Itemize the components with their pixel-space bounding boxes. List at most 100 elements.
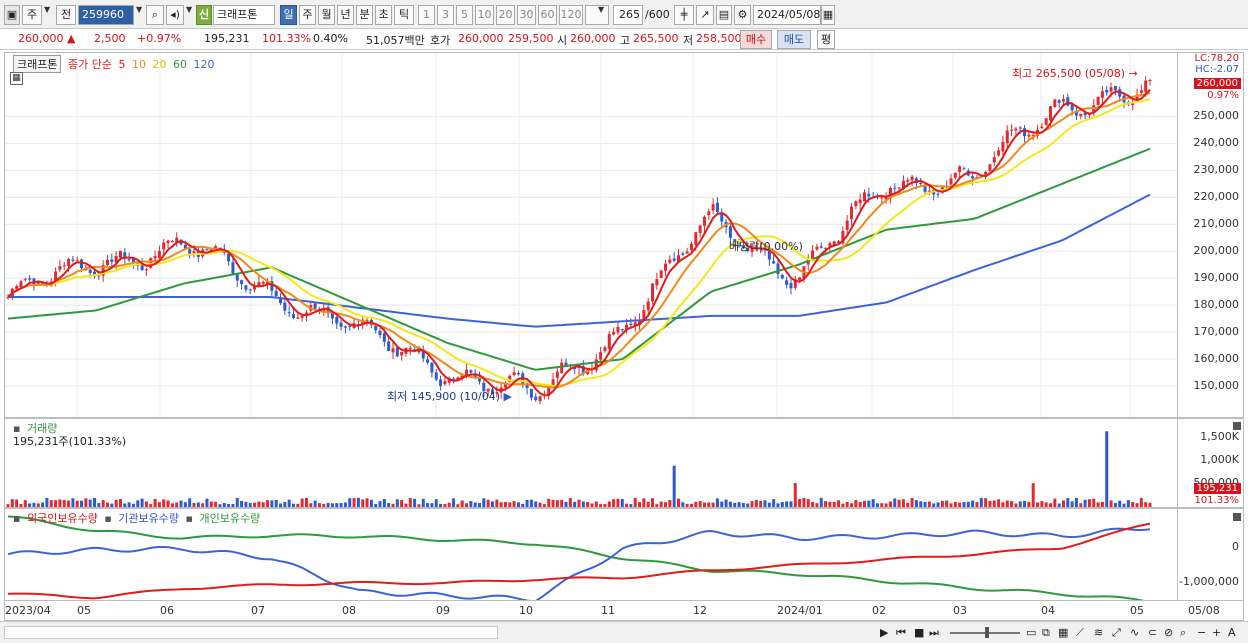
minute-3[interactable]: 3	[437, 5, 454, 25]
volume-bar	[1122, 503, 1126, 507]
market-select[interactable]: 주	[22, 5, 42, 25]
stock-name-field[interactable]: 크래프톤	[213, 5, 275, 25]
period-tab-minute[interactable]: 분	[356, 5, 373, 25]
count-input[interactable]: 265	[613, 5, 643, 25]
line-tool-icon[interactable]: ⟋	[1076, 626, 1084, 639]
eval-button[interactable]: 평	[817, 30, 835, 49]
volume-bar	[638, 502, 642, 507]
legend-institution[interactable]: 기관보유수량	[118, 512, 180, 525]
custom-period-dropdown-icon[interactable]: ▼	[598, 5, 605, 14]
candle-body	[1100, 91, 1104, 98]
quote-bar: 260,000 ▲ 2,500 +0.97% 195,231 101.33% 0…	[0, 29, 1248, 50]
legend-ma120[interactable]: 120	[193, 58, 215, 71]
date-input[interactable]: 2024/05/08	[753, 5, 821, 25]
fib-tool-icon[interactable]: ≋	[1094, 626, 1104, 639]
custom-period-select[interactable]	[585, 5, 609, 25]
volume-bar	[395, 499, 399, 507]
magnify-icon[interactable]: ⌕	[1180, 626, 1187, 639]
sound-dropdown-icon[interactable]: ▼	[186, 5, 193, 14]
period-tab-tick[interactable]: 틱	[394, 5, 414, 25]
zoom-slider-handle[interactable]	[985, 627, 989, 638]
sell-button[interactable]: 매도	[777, 30, 811, 49]
wave-tool-icon[interactable]: ∿	[1130, 626, 1140, 639]
layout-icon[interactable]: ▭	[1026, 626, 1037, 639]
save-icon[interactable]: ▤	[716, 5, 732, 25]
magnet-icon[interactable]: ⊂	[1148, 626, 1158, 639]
buy-button[interactable]: 매수	[740, 30, 772, 49]
table-toggle-icon[interactable]: ▦	[10, 72, 23, 85]
legend-ma20[interactable]: 20	[152, 58, 167, 71]
stop-icon[interactable]: ■	[914, 626, 925, 639]
volume-bar	[495, 499, 499, 507]
trend-tool-icon[interactable]: ⤢	[1112, 626, 1121, 639]
minute-10[interactable]: 10	[475, 5, 494, 25]
candle-body	[971, 176, 975, 179]
scroll-track[interactable]	[4, 626, 498, 639]
minute-5[interactable]: 5	[456, 5, 473, 25]
fast-forward-icon[interactable]: ⏭	[929, 626, 939, 639]
legend-ma60[interactable]: 60	[172, 58, 187, 71]
zoom-out-icon[interactable]: −	[1197, 626, 1207, 639]
candle-body	[525, 384, 529, 388]
calendar-icon[interactable]: ▦	[821, 5, 835, 25]
zoom-in-icon[interactable]: +	[1212, 626, 1222, 639]
volume-bar	[971, 500, 975, 507]
gear-icon[interactable]: ⚙	[734, 5, 751, 25]
volume-close-icon[interactable]	[1233, 422, 1241, 430]
grid-icon[interactable]: ▦	[1058, 626, 1069, 639]
prev-button[interactable]: 전	[56, 5, 76, 25]
minute-120[interactable]: 120	[559, 5, 583, 25]
candle-body	[408, 347, 412, 349]
volume-bar	[1018, 501, 1022, 507]
search-icon[interactable]: ⌕	[146, 5, 164, 25]
candle-type-icon[interactable]: ╪	[674, 5, 694, 25]
minute-60[interactable]: 60	[538, 5, 557, 25]
font-size-icon[interactable]: A	[1228, 626, 1236, 639]
candle-body	[378, 330, 382, 336]
legend-ma10[interactable]: 10	[131, 58, 146, 71]
minute-30[interactable]: 30	[517, 5, 536, 25]
period-tab-second[interactable]: 초	[375, 5, 392, 25]
holdings-pane[interactable]: ▪ 외국인보유수량 ▪ 기관보유수량 ▪ 개인보유수량	[4, 508, 1178, 601]
minute-20[interactable]: 20	[496, 5, 515, 25]
scroll-right-icon[interactable]: ▶	[880, 626, 889, 639]
erase-icon[interactable]: ⊘	[1164, 626, 1174, 639]
legend-stock-name[interactable]: 크래프톤	[13, 55, 62, 73]
candle-body	[1010, 129, 1014, 131]
holdings-close-icon[interactable]	[1233, 513, 1241, 521]
window-menu-icon[interactable]: ▣	[4, 5, 20, 25]
period-tab-year[interactable]: 년	[337, 5, 354, 25]
rewind-icon[interactable]: ⏮	[896, 626, 906, 639]
ask-price: 260,000	[458, 32, 504, 45]
period-tab-week[interactable]: 주	[299, 5, 316, 25]
volume-bar	[1070, 501, 1074, 507]
volume-bar	[607, 501, 611, 507]
volume-bar	[447, 502, 451, 507]
candle-body	[936, 193, 940, 195]
legend-individual[interactable]: 개인보유수량	[199, 512, 261, 525]
minute-1[interactable]: 1	[418, 5, 435, 25]
volume-bar	[910, 497, 914, 507]
volume-bar	[880, 503, 884, 507]
copy-icon[interactable]: ⧉	[1042, 626, 1050, 639]
volume-bar	[586, 502, 590, 507]
candle-body	[681, 253, 685, 255]
volume-chart	[6, 431, 1152, 507]
volume-bar	[343, 502, 347, 507]
market-dropdown-icon[interactable]: ▼	[44, 5, 51, 14]
legend-foreign[interactable]: 외국인보유수량	[26, 512, 98, 525]
period-tab-day[interactable]: 일	[280, 5, 297, 25]
legend-ma5[interactable]: 5	[118, 58, 126, 71]
sound-icon[interactable]: ◂)	[166, 5, 184, 25]
code-input[interactable]: 259960	[78, 5, 134, 25]
code-dropdown-icon[interactable]: ▼	[136, 5, 143, 14]
volume-pane[interactable]: ▪ 거래량 195,231주(101.33%)	[4, 418, 1178, 508]
price-pane[interactable]: 크래프톤 종가 단순 5 10 20 60 120 ▦ 최고 265,500 (…	[4, 52, 1178, 418]
indicator-icon[interactable]: ↗	[696, 5, 714, 25]
x-axis-label: 06	[160, 604, 174, 617]
candle-body	[1018, 127, 1022, 129]
volume-bar	[577, 499, 581, 507]
candle-body	[828, 243, 832, 247]
volume-bar	[802, 497, 806, 507]
period-tab-month[interactable]: 월	[318, 5, 335, 25]
